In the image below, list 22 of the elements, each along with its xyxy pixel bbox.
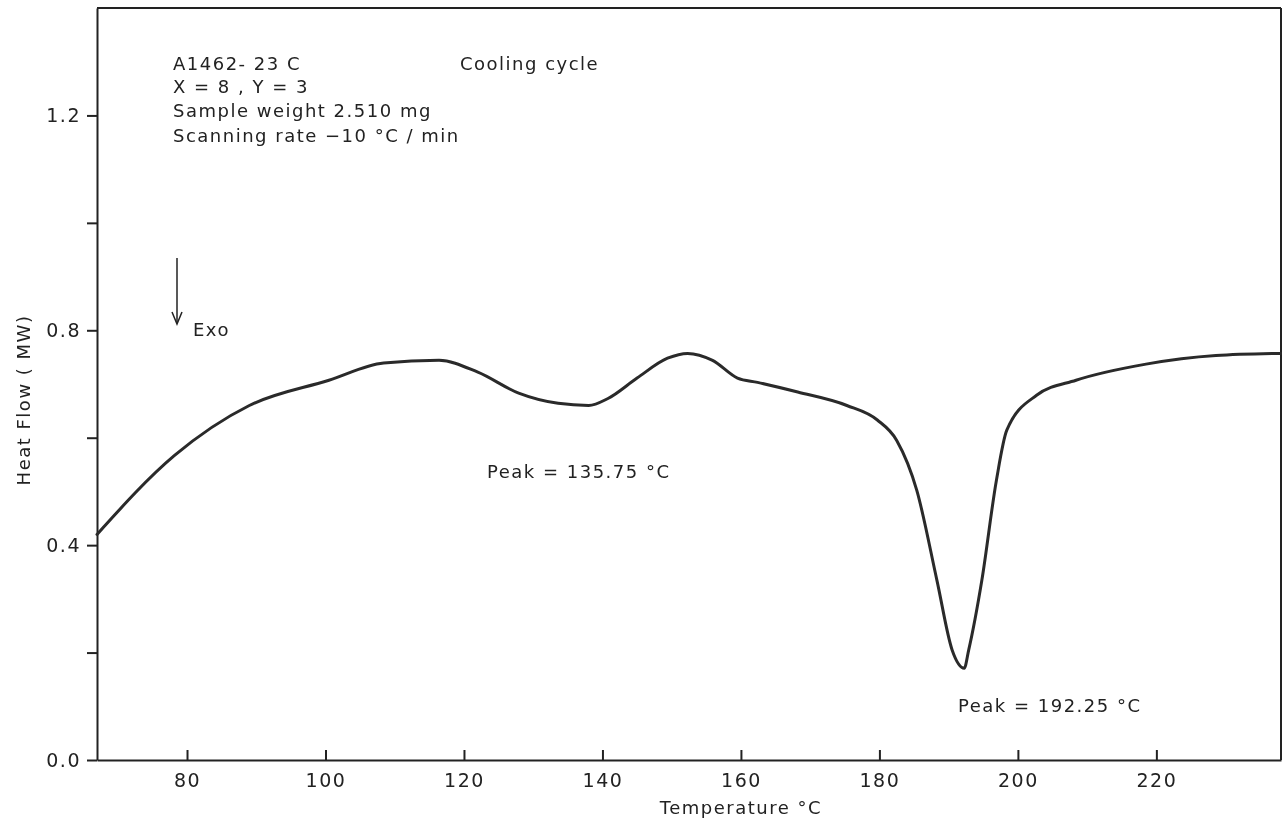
x-tick-label: 180 <box>859 769 901 792</box>
annotation: Exo <box>193 319 230 340</box>
x-tick-label: 100 <box>305 769 347 792</box>
x-tick-label: 80 <box>173 769 202 792</box>
y-tick-label: 0.0 <box>46 748 81 771</box>
x-tick-label: 140 <box>582 769 624 792</box>
y-axis-title: Heat Flow ( MW) <box>13 314 34 486</box>
x-tick-label: 200 <box>998 769 1039 792</box>
annotation: Peak = 135.75 °C <box>487 461 671 482</box>
y-tick-label: 0.8 <box>46 318 81 341</box>
annotation: X = 8 , Y = 3 <box>173 76 309 97</box>
x-tick-label: 120 <box>444 769 485 792</box>
annotation: Peak = 192.25 °C <box>958 695 1142 716</box>
x-axis-title: Temperature °C <box>658 797 823 818</box>
y-tick-label: 0.4 <box>46 533 81 556</box>
x-tick-label: 220 <box>1136 769 1178 792</box>
annotation: Sample weight 2.510 mg <box>173 100 432 121</box>
annotation: Cooling cycle <box>460 53 600 74</box>
annotation: A1462- 23 C <box>173 53 302 74</box>
y-tick-label: 1.2 <box>46 104 81 127</box>
annotation: Scanning rate −10 °C / min <box>173 125 460 146</box>
x-tick-label: 160 <box>721 769 762 792</box>
